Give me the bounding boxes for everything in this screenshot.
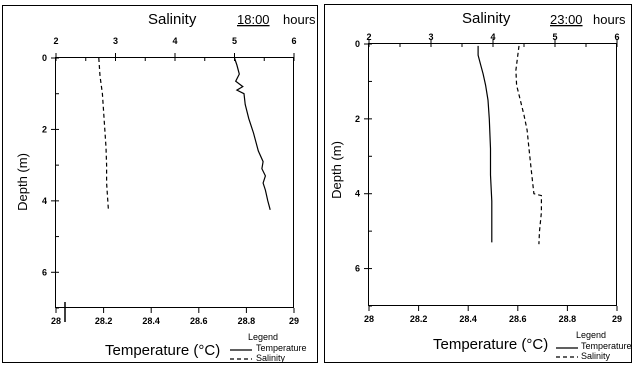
top-tick-label: 5: [552, 32, 557, 42]
chart-panel-1800: Salinity 18:00 hours Depth (m) Temperatu…: [2, 5, 318, 363]
y-tick-label: 6: [42, 267, 47, 277]
bottom-tick-label: 28.2: [95, 316, 113, 326]
top-tick-label: 5: [232, 36, 237, 46]
top-tick-label: 2: [53, 36, 58, 46]
bottom-tick-label: 28.8: [559, 314, 577, 324]
bottom-tick-label: 28: [51, 316, 61, 326]
y-tick-label: 6: [355, 264, 360, 274]
bottom-tick-label: 29: [289, 316, 299, 326]
bottom-tick-label: 28: [364, 314, 374, 324]
legend-title: Legend: [248, 332, 278, 342]
time-value: 23:00: [550, 12, 583, 27]
y-axis-title: Depth (m): [15, 153, 30, 211]
top-tick-label: 2: [366, 32, 371, 42]
top-tick-label: 3: [113, 36, 118, 46]
y-tick-label: 2: [355, 114, 360, 124]
time-stamp: 18:00 hours: [237, 12, 316, 27]
y-tick-label: 0: [42, 53, 47, 63]
panel-border: [2, 5, 318, 363]
bottom-tick-label: 28.4: [459, 314, 477, 324]
y-tick-label: 2: [42, 124, 47, 134]
y-tick-label: 0: [355, 39, 360, 49]
top-tick-label: 4: [490, 32, 495, 42]
y-tick-label: 4: [355, 189, 360, 199]
legend-label-temperature: Temperature: [581, 341, 632, 351]
top-axis-title: Salinity: [462, 10, 511, 27]
bottom-tick-label: 29: [612, 314, 622, 324]
bottom-tick-label: 28.8: [238, 316, 256, 326]
bottom-tick-label: 28.4: [142, 316, 160, 326]
plot-area: [55, 57, 294, 308]
legend-label-salinity: Salinity: [581, 351, 611, 361]
bottom-tick-label: 28.6: [509, 314, 527, 324]
plot-area: [368, 43, 617, 306]
legend: Legend Temperature Salinity: [230, 332, 307, 363]
panel-border: [324, 4, 632, 363]
legend-title: Legend: [576, 330, 606, 340]
chart-panel-2300: Salinity 23:00 hours Depth (m) Temperatu…: [324, 4, 632, 363]
time-stamp: 23:00 hours: [550, 12, 626, 27]
bottom-tick-label: 28.2: [410, 314, 428, 324]
time-unit: hours: [283, 12, 316, 27]
series-line-temperature: [233, 57, 271, 210]
bottom-axis-title: Temperature (°C): [105, 342, 220, 359]
top-tick-label: 6: [291, 36, 296, 46]
legend-label-salinity: Salinity: [256, 353, 286, 363]
y-axis-title: Depth (m): [329, 141, 344, 199]
series-line-temperature: [477, 45, 493, 243]
y-tick-label: 4: [42, 196, 47, 206]
series-line-salinity: [98, 57, 109, 210]
top-tick-label: 4: [172, 36, 177, 46]
time-unit: hours: [593, 12, 626, 27]
top-tick-label: 6: [614, 32, 619, 42]
top-tick-label: 3: [428, 32, 433, 42]
bottom-axis-title: Temperature (°C): [433, 336, 548, 353]
legend: Legend Temperature Salinity: [556, 330, 632, 361]
bottom-tick-label: 28.6: [190, 316, 208, 326]
series-line-salinity: [515, 45, 543, 245]
legend-label-temperature: Temperature: [256, 343, 307, 353]
time-value: 18:00: [237, 12, 270, 27]
top-axis-title: Salinity: [148, 11, 197, 28]
